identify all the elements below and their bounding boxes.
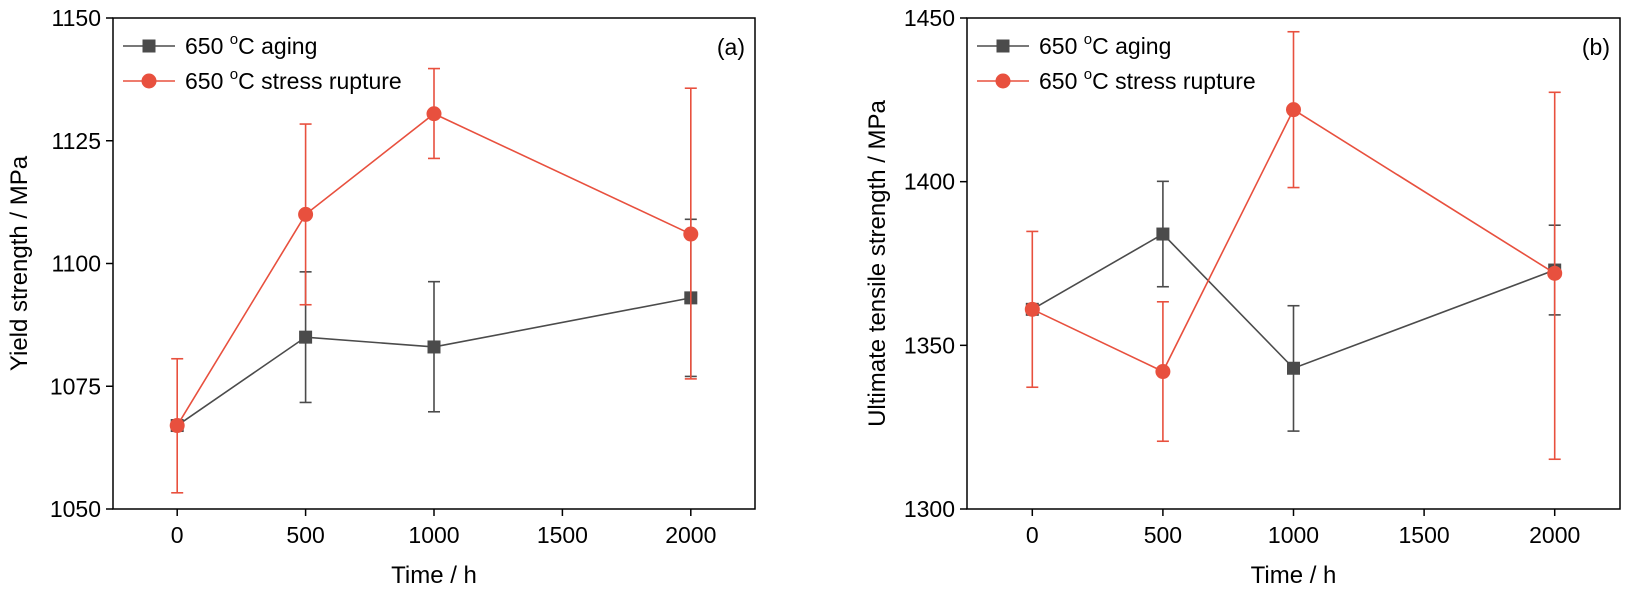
legend-label: 650 oC stress rupture (1039, 66, 1256, 94)
y-tick-label: 1300 (904, 496, 955, 522)
data-point-circle (169, 418, 185, 434)
data-point-circle (1547, 265, 1563, 281)
legend-entry-stress-rupture: 650 oC stress rupture (977, 66, 1256, 94)
data-point-square (299, 330, 313, 344)
series-stress-rupture: 650 oC stress rupture (123, 66, 699, 494)
x-tick-label: 2000 (665, 522, 716, 548)
y-tick-label: 1050 (50, 496, 101, 522)
series-line (1031, 233, 1555, 370)
legend-label-value: 650 (185, 68, 230, 94)
y-tick-label: 1350 (904, 332, 955, 358)
data-point-circle (298, 206, 314, 222)
legend-marker-circle (141, 73, 157, 89)
legend-label-value: 650 (185, 33, 230, 59)
x-tick-label: 0 (171, 522, 184, 548)
series-stress-rupture: 650 oC stress rupture (977, 30, 1563, 461)
chart-panel-b: 0 500 1000 1500 2000 1300 1350 1400 1450 Time / h… (864, 5, 1621, 589)
legend-marker-circle (995, 73, 1011, 89)
legend-entry-aging: 650 oC aging (123, 31, 317, 59)
legend-label-degree: o (230, 31, 238, 48)
y-tick-label: 1400 (904, 169, 955, 195)
legend-label: 650 oC aging (1039, 31, 1171, 59)
data-point-circle (1155, 364, 1171, 380)
y-axis-title: Ultimate tensile strength / MPa (864, 99, 891, 426)
y-tick-label: 1125 (52, 128, 101, 154)
legend-label-degree: o (1084, 31, 1092, 48)
y-axis-title: Yield strength / MPa (6, 155, 33, 371)
legend-entry-stress-rupture: 650 oC stress rupture (123, 66, 402, 94)
panel-label: (a) (717, 34, 745, 60)
x-axis-title: Time / h (1251, 562, 1337, 589)
y-tick-label: 1075 (50, 373, 101, 399)
panel-label: (b) (1582, 34, 1610, 60)
legend-marker-square (142, 39, 156, 53)
legend-marker-square (996, 39, 1010, 53)
series-line (176, 112, 692, 426)
legend-label-value: 650 (1039, 33, 1084, 59)
x-tick-label: 2000 (1529, 522, 1580, 548)
series-line (176, 297, 691, 427)
legend-entry-aging: 650 oC aging (977, 31, 1171, 59)
y-tick-label: 1450 (904, 5, 955, 31)
data-point-circle (426, 106, 442, 122)
legend-label: 650 oC aging (185, 31, 317, 59)
y-tick-label: 1100 (52, 251, 101, 277)
data-point-square (1287, 361, 1300, 375)
data-point-square (1156, 227, 1170, 241)
x-tick-label: 1000 (408, 522, 459, 548)
legend-label-text: C stress rupture (238, 68, 402, 94)
legend-label-text: C aging (238, 33, 317, 59)
x-tick-label: 500 (286, 522, 324, 548)
y-tick-label: 1150 (52, 5, 101, 31)
x-axis-title: Time / h (391, 562, 477, 589)
legend-label-text: C aging (1092, 33, 1171, 59)
x-tick-label: 0 (1026, 522, 1039, 548)
series-line (1031, 108, 1556, 373)
legend-label-value: 650 (1039, 68, 1084, 94)
legend-label-degree: o (1084, 66, 1092, 83)
x-tick-label: 1000 (1268, 522, 1319, 548)
legend-label: 650 oC stress rupture (185, 66, 402, 94)
legend-label-degree: o (230, 66, 238, 83)
data-point-square (427, 340, 441, 354)
data-point-circle (1286, 102, 1301, 118)
x-tick-label: 1500 (537, 522, 588, 548)
chart-panel-a: 0 500 1000 1500 2000 1050 1075 1100 1125 1150 Time… (6, 5, 756, 589)
legend-label-text: C stress rupture (1092, 68, 1256, 94)
data-point-circle (1024, 301, 1040, 317)
data-point-circle (683, 226, 699, 242)
x-tick-label: 500 (1144, 522, 1182, 548)
x-tick-label: 1500 (1399, 522, 1450, 548)
